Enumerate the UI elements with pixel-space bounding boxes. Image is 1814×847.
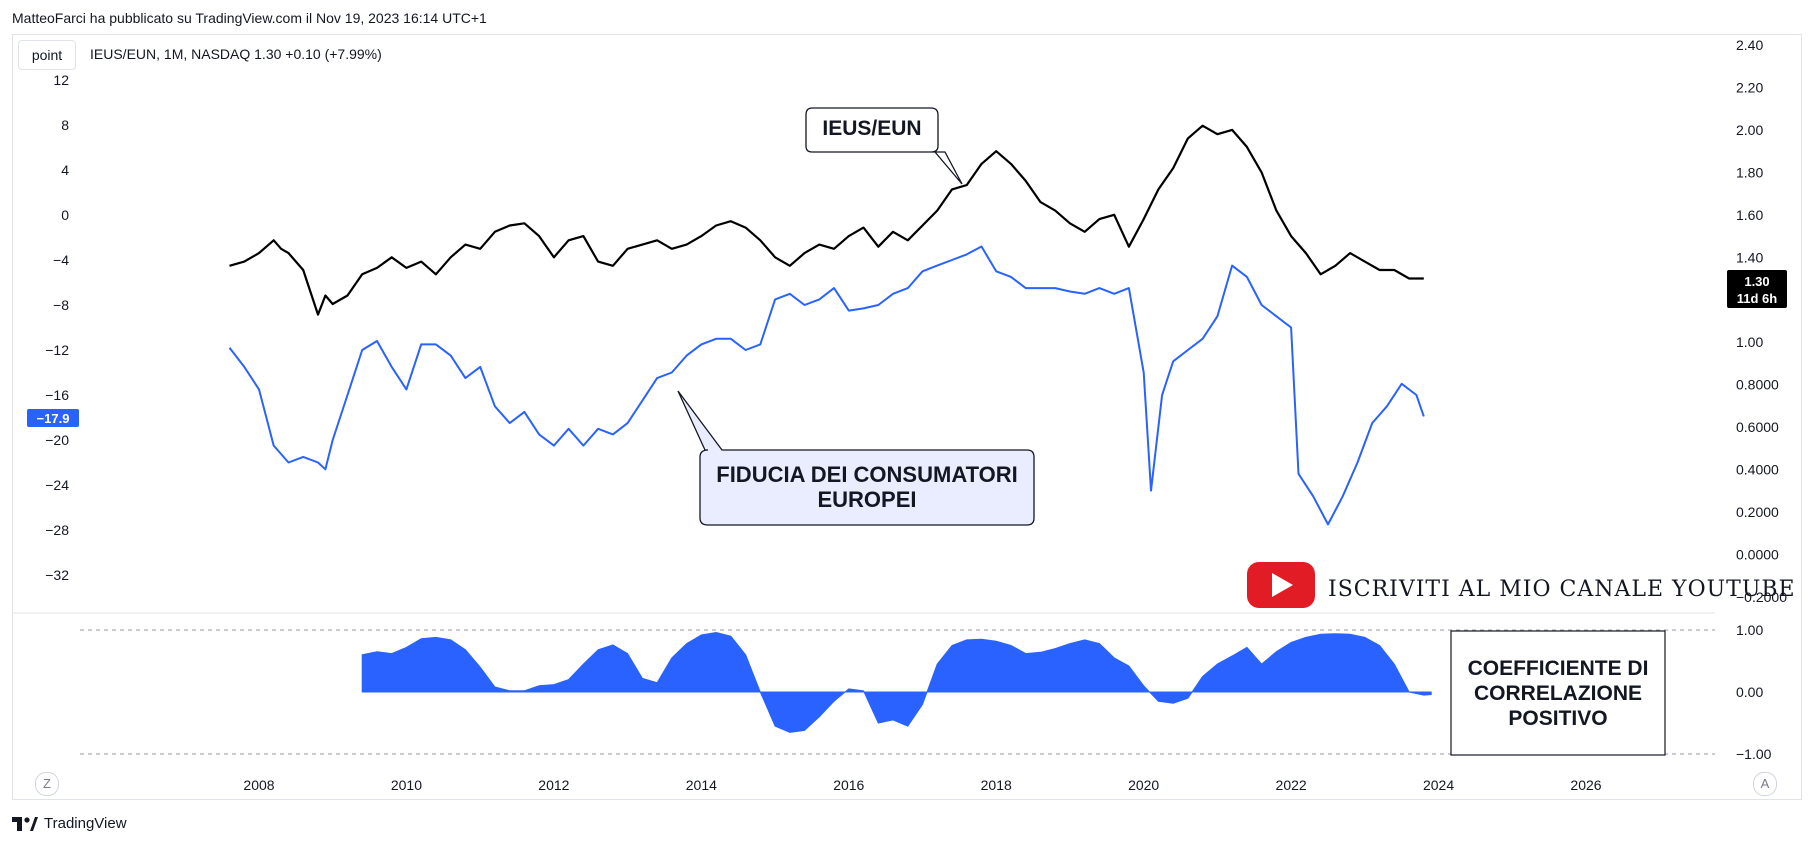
x-tick-label: 2008 [243, 777, 274, 793]
youtube-banner[interactable]: ISCRIVITI AL MIO CANALE YOUTUBE [1247, 562, 1796, 608]
right-tick-label: 0.6000 [1736, 419, 1779, 435]
series-layer [228, 124, 1432, 733]
coefficient-box[interactable]: COEFFICIENTE DI CORRELAZIONE POSITIVO [1450, 630, 1666, 756]
x-tick-label: 2010 [391, 777, 422, 793]
correlation-grid: 1.00 0.00 −1.00 [13, 612, 1772, 762]
left-tick-label: −28 [45, 522, 69, 538]
ieus-callout[interactable]: IEUS/EUN [805, 107, 963, 185]
x-tick-label: 2016 [833, 777, 864, 793]
left-tick-label: 12 [53, 72, 69, 88]
right-tick-label: 1.40 [1736, 249, 1763, 265]
left-tick-label: 4 [61, 162, 69, 178]
x-tick-label: 2026 [1570, 777, 1601, 793]
left-tick-label: −8 [53, 297, 69, 313]
right-tick-label: 2.40 [1736, 37, 1763, 53]
x-tick-label: 2020 [1128, 777, 1159, 793]
right-tick-label: 1.60 [1736, 207, 1763, 223]
left-tick-label: 8 [61, 117, 69, 133]
right-axis: 2.40 2.20 2.00 1.80 1.60 1.40 1.00 0.8000 0.6000… [1736, 37, 1787, 605]
confidence-badge-value: −17.9 [37, 411, 70, 426]
correlation-tick-label: −1.00 [1736, 746, 1772, 762]
price-badge-countdown: 11d 6h [1737, 291, 1778, 306]
right-tick-label: 1.00 [1736, 334, 1763, 350]
right-tick-label: 2.20 [1736, 79, 1763, 95]
chart-frame [12, 34, 1802, 800]
right-tick-label: 0.2000 [1736, 504, 1779, 520]
left-tick-label: −20 [45, 432, 69, 448]
x-tick-label: 2014 [686, 777, 717, 793]
right-tick-label: 0.0000 [1736, 547, 1779, 563]
ieus-eun-line[interactable] [229, 124, 1424, 316]
auto-scale-button[interactable]: A [1753, 772, 1777, 796]
fiducia-callout[interactable]: FIDUCIA DEI CONSUMATORI EUROPEI [677, 390, 1035, 526]
x-tick-label: 2018 [981, 777, 1012, 793]
x-tick-label: 2012 [538, 777, 569, 793]
left-axis: 12 8 4 0 −4 −8 −12 −16 −20 −24 −28 −32 [45, 72, 69, 583]
x-tick-label: 2024 [1423, 777, 1454, 793]
right-tick-label: 0.4000 [1736, 462, 1779, 478]
point-button[interactable]: point [18, 40, 76, 70]
x-tick-label: 2022 [1276, 777, 1307, 793]
fiducia-callout-line1: FIDUCIA DEI CONSUMATORI [716, 462, 1017, 487]
youtube-text: ISCRIVITI AL MIO CANALE YOUTUBE [1328, 577, 1796, 602]
correlation-tick-label: 1.00 [1736, 622, 1763, 638]
fiducia-callout-line2: EUROPEI [817, 487, 916, 512]
consumer-confidence-line[interactable] [228, 245, 1425, 526]
ieus-callout-label: IEUS/EUN [822, 117, 921, 140]
tradingview-brand-label: TradingView [44, 815, 127, 832]
coefficient-line3: POSITIVO [1508, 707, 1607, 730]
x-axis: 2008 2010 2012 2014 2016 2018 2020 2022 2024 2026 [243, 777, 1601, 793]
confidence-badge: −17.9 [27, 409, 79, 427]
published-header: MatteoFarci ha pubblicato su TradingView… [12, 10, 487, 26]
left-tick-label: −4 [53, 252, 69, 268]
left-tick-label: 0 [61, 207, 69, 223]
left-tick-label: −24 [45, 477, 69, 493]
correlation-area[interactable] [361, 631, 1432, 733]
right-tick-label: −0.2000 [1736, 589, 1787, 605]
tradingview-brand[interactable]: TradingView [12, 815, 127, 832]
play-icon [1272, 573, 1293, 597]
left-tick-label: −12 [45, 342, 69, 358]
price-badge-value: 1.30 [1744, 274, 1769, 289]
coefficient-line1: COEFFICIENTE DI [1468, 657, 1649, 680]
tradingview-logo-icon [12, 816, 38, 831]
right-tick-label: 0.8000 [1736, 377, 1779, 393]
right-tick-label: 2.00 [1736, 122, 1763, 138]
price-badge: 1.30 11d 6h [1727, 270, 1787, 308]
symbol-legend: IEUS/EUN, 1M, NASDAQ 1.30 +0.10 (+7.99%) [90, 46, 382, 62]
coefficient-line2: CORRELAZIONE [1474, 682, 1642, 705]
zoom-toggle-button[interactable]: Z [35, 772, 59, 796]
right-tick-label: 1.80 [1736, 164, 1763, 180]
left-tick-label: −16 [45, 387, 69, 403]
correlation-tick-label: 0.00 [1736, 684, 1763, 700]
left-tick-label: −32 [45, 567, 69, 583]
